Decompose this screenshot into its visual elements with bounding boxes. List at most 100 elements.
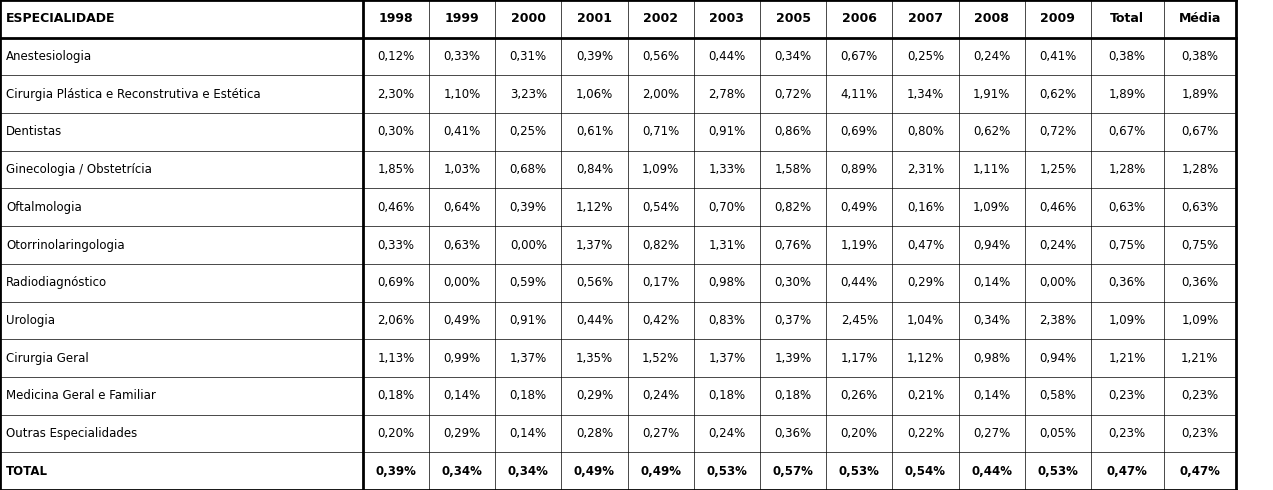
Text: 2006: 2006: [841, 12, 877, 25]
Text: 0,75%: 0,75%: [1181, 239, 1218, 251]
Text: 0,41%: 0,41%: [1039, 50, 1077, 63]
Text: 0,67%: 0,67%: [840, 50, 878, 63]
Text: 1,06%: 1,06%: [575, 88, 614, 101]
Text: 0,71%: 0,71%: [642, 125, 680, 138]
Text: 2,38%: 2,38%: [1039, 314, 1077, 327]
Text: 0,39%: 0,39%: [509, 201, 547, 214]
Text: 0,20%: 0,20%: [377, 427, 415, 440]
Text: 0,58%: 0,58%: [1039, 389, 1077, 402]
Text: 0,72%: 0,72%: [1039, 125, 1077, 138]
Text: 1,34%: 1,34%: [906, 88, 945, 101]
Text: 0,69%: 0,69%: [840, 125, 878, 138]
Text: 0,49%: 0,49%: [840, 201, 878, 214]
Text: 0,46%: 0,46%: [377, 201, 415, 214]
Text: Dentistas: Dentistas: [6, 125, 62, 138]
Text: 2,30%: 2,30%: [377, 88, 415, 101]
Text: 2009: 2009: [1040, 12, 1076, 25]
Text: 2001: 2001: [577, 12, 612, 25]
Text: 0,47%: 0,47%: [906, 239, 945, 251]
Text: 1999: 1999: [444, 12, 480, 25]
Text: 0,24%: 0,24%: [973, 50, 1011, 63]
Text: 2,45%: 2,45%: [840, 314, 878, 327]
Text: 0,27%: 0,27%: [642, 427, 680, 440]
Text: 0,28%: 0,28%: [575, 427, 614, 440]
Text: 1,39%: 1,39%: [774, 352, 812, 365]
Text: 1,91%: 1,91%: [973, 88, 1011, 101]
Text: 0,61%: 0,61%: [575, 125, 614, 138]
Text: 0,44%: 0,44%: [575, 314, 614, 327]
Text: Cirurgia Plástica e Reconstrutiva e Estética: Cirurgia Plástica e Reconstrutiva e Esté…: [6, 88, 261, 101]
Text: 0,44%: 0,44%: [708, 50, 746, 63]
Text: 0,21%: 0,21%: [906, 389, 945, 402]
Text: 0,36%: 0,36%: [1109, 276, 1146, 289]
Text: 0,68%: 0,68%: [509, 163, 547, 176]
Text: 0,47%: 0,47%: [1106, 465, 1148, 478]
Text: 1,10%: 1,10%: [443, 88, 481, 101]
Text: 1,37%: 1,37%: [708, 352, 746, 365]
Text: 0,18%: 0,18%: [774, 389, 812, 402]
Text: 0,00%: 0,00%: [443, 276, 481, 289]
Text: 0,24%: 0,24%: [708, 427, 746, 440]
Text: Total: Total: [1110, 12, 1144, 25]
Text: 1,03%: 1,03%: [443, 163, 481, 176]
Text: 1,37%: 1,37%: [509, 352, 547, 365]
Text: Ginecologia / Obstetrícia: Ginecologia / Obstetrícia: [6, 163, 153, 176]
Text: 0,30%: 0,30%: [774, 276, 812, 289]
Text: Outras Especialidades: Outras Especialidades: [6, 427, 137, 440]
Text: 0,29%: 0,29%: [443, 427, 481, 440]
Text: 2,31%: 2,31%: [906, 163, 945, 176]
Text: 0,94%: 0,94%: [973, 239, 1011, 251]
Text: 0,70%: 0,70%: [708, 201, 746, 214]
Text: 1,89%: 1,89%: [1109, 88, 1146, 101]
Text: 0,14%: 0,14%: [973, 276, 1011, 289]
Text: 0,23%: 0,23%: [1181, 389, 1218, 402]
Text: 0,24%: 0,24%: [642, 389, 680, 402]
Text: 0,34%: 0,34%: [442, 465, 482, 478]
Text: TOTAL: TOTAL: [6, 465, 48, 478]
Text: 2000: 2000: [510, 12, 546, 25]
Text: 0,57%: 0,57%: [773, 465, 813, 478]
Text: 0,12%: 0,12%: [377, 50, 415, 63]
Text: 0,25%: 0,25%: [906, 50, 945, 63]
Text: 0,18%: 0,18%: [509, 389, 547, 402]
Text: 1,19%: 1,19%: [840, 239, 878, 251]
Text: 0,23%: 0,23%: [1109, 389, 1146, 402]
Text: 0,22%: 0,22%: [906, 427, 945, 440]
Text: 0,91%: 0,91%: [509, 314, 547, 327]
Text: 0,59%: 0,59%: [509, 276, 547, 289]
Text: 0,18%: 0,18%: [708, 389, 746, 402]
Text: 0,38%: 0,38%: [1181, 50, 1218, 63]
Text: 0,86%: 0,86%: [774, 125, 812, 138]
Text: 0,16%: 0,16%: [906, 201, 945, 214]
Text: 0,44%: 0,44%: [840, 276, 878, 289]
Text: 0,62%: 0,62%: [973, 125, 1011, 138]
Text: Cirurgia Geral: Cirurgia Geral: [6, 352, 89, 365]
Text: 0,84%: 0,84%: [575, 163, 614, 176]
Text: 0,89%: 0,89%: [840, 163, 878, 176]
Text: 0,49%: 0,49%: [640, 465, 681, 478]
Text: 0,33%: 0,33%: [377, 239, 415, 251]
Text: 0,25%: 0,25%: [509, 125, 547, 138]
Text: ESPECIALIDADE: ESPECIALIDADE: [6, 12, 116, 25]
Text: 0,80%: 0,80%: [906, 125, 945, 138]
Text: 0,49%: 0,49%: [443, 314, 481, 327]
Text: 0,53%: 0,53%: [707, 465, 747, 478]
Text: 1,21%: 1,21%: [1181, 352, 1218, 365]
Text: 0,98%: 0,98%: [973, 352, 1011, 365]
Text: 1,58%: 1,58%: [774, 163, 812, 176]
Text: 1,28%: 1,28%: [1109, 163, 1146, 176]
Text: 0,54%: 0,54%: [642, 201, 680, 214]
Text: 1,85%: 1,85%: [377, 163, 415, 176]
Text: 0,75%: 0,75%: [1109, 239, 1146, 251]
Text: Radiodiagnóstico: Radiodiagnóstico: [6, 276, 107, 289]
Text: 1,09%: 1,09%: [973, 201, 1011, 214]
Text: 0,47%: 0,47%: [1179, 465, 1221, 478]
Text: 0,26%: 0,26%: [840, 389, 878, 402]
Text: 0,18%: 0,18%: [377, 389, 415, 402]
Text: 0,27%: 0,27%: [973, 427, 1011, 440]
Text: 1,89%: 1,89%: [1181, 88, 1218, 101]
Text: 0,23%: 0,23%: [1181, 427, 1218, 440]
Text: 0,42%: 0,42%: [642, 314, 680, 327]
Text: 0,46%: 0,46%: [1039, 201, 1077, 214]
Text: 0,56%: 0,56%: [642, 50, 680, 63]
